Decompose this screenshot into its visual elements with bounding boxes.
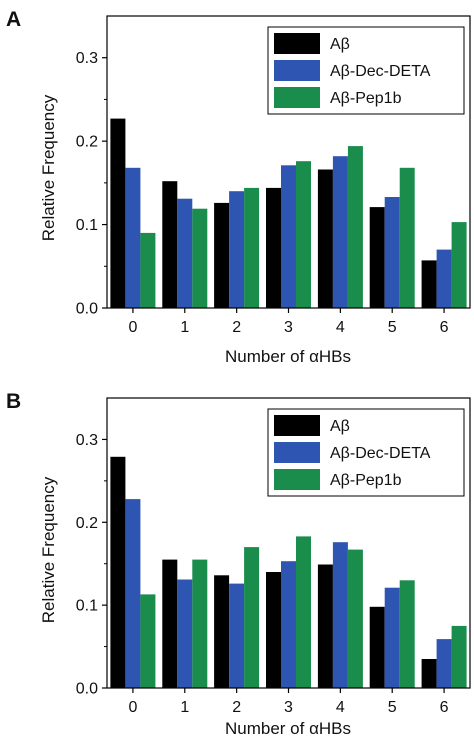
panel-a-bar-s0-c5: [369, 207, 385, 308]
panel-b-bar-s0-c6: [421, 659, 437, 688]
panel-a-y-tick-label-1: 0.1: [76, 217, 98, 234]
panel-a-x-tick-label-1: 1: [180, 319, 189, 336]
panel-b-plot: 0.0 0.1 0.2 0.3 0 1 2 3 4 5 6 Aβ Aβ-Dec-DETA Aβ-Pep1b: [76, 397, 471, 716]
panel-b-x-tick-label-0: 0: [128, 699, 137, 716]
panel-a-bar-s0-c4: [317, 169, 333, 308]
panel-a-bar-s1-c4: [332, 156, 348, 308]
panel-a-bar-s1-c3: [281, 165, 296, 308]
panel-a: A Relative Frequency Number of αHBs 0.00…: [6, 8, 471, 366]
panel-a-legend-label-0: Aβ: [330, 36, 350, 53]
panel-a-bar-s1-c1: [177, 198, 193, 308]
panel-a-x-tick-label-2: 2: [232, 319, 241, 336]
panel-b-legend-label-1: Aβ-Dec-DETA: [330, 445, 431, 462]
panel-b: B Relative Frequency Number of αHBs 0.00…: [6, 390, 471, 738]
panel-a-bar-s2-c6: [451, 222, 467, 308]
panel-b-legend-swatch-0: [274, 415, 320, 436]
panel-b-legend-swatch-2: [274, 469, 320, 490]
panel-b-x-tick-label-3: 3: [284, 699, 293, 716]
panel-a-x-tick-label-5: 5: [388, 319, 397, 336]
panel-b-bar-s1-c0: [125, 499, 141, 688]
panel-a-y-tick-label-2: 0.2: [76, 134, 98, 151]
panel-a-bar-s2-c1: [192, 208, 208, 308]
panel-b-bar-s0-c5: [369, 606, 385, 688]
panel-b-bar-s0-c3: [266, 572, 281, 688]
panel-b-bar-s2-c5: [399, 580, 415, 688]
panel-a-bar-s0-c6: [421, 260, 437, 308]
panel-a-x-tick-label-3: 3: [284, 319, 293, 336]
panel-b-y-axis-title: Relative Frequency: [39, 476, 58, 623]
panel-b-x-tick-label-1: 1: [180, 699, 189, 716]
panel-a-bar-s2-c4: [347, 146, 363, 308]
panel-b-bar-s1-c6: [436, 639, 452, 688]
panel-b-bar-s0-c4: [317, 564, 333, 688]
panel-b-letter: B: [6, 390, 21, 413]
panel-a-y-tick-label-0: 0.0: [76, 301, 98, 318]
panel-a-legend-label-2: Aβ-Pep1b: [330, 90, 402, 107]
panel-b-bar-s0-c2: [214, 575, 230, 688]
panel-a-legend-label-1: Aβ-Dec-DETA: [330, 63, 431, 80]
panel-a-bar-s1-c2: [229, 191, 245, 308]
panel-a-x-axis-title: Number of αHBs: [225, 347, 351, 366]
panel-b-y-tick-label-3: 0.3: [76, 432, 98, 449]
panel-b-legend-swatch-1: [274, 442, 320, 463]
panel-b-x-axis-title: Number of αHBs: [225, 719, 351, 738]
panel-b-y-tick-label-2: 0.2: [76, 515, 98, 532]
panel-b-bar-s1-c3: [281, 561, 296, 688]
panel-a-bar-s1-c6: [436, 249, 452, 308]
panel-a-x-tick-label-6: 6: [440, 319, 449, 336]
panel-a-bar-s2-c3: [296, 161, 311, 308]
panel-a-bar-s0-c0: [110, 118, 126, 308]
panel-a-legend-swatch-0: [274, 33, 320, 54]
panel-b-bar-s2-c0: [140, 594, 156, 688]
panel-b-x-tick-label-6: 6: [440, 699, 449, 716]
panel-b-bar-s2-c6: [451, 625, 467, 688]
panel-b-bar-s1-c1: [177, 579, 193, 688]
panel-b-bar-s0-c0: [110, 456, 126, 688]
panel-b-x-tick-label-4: 4: [336, 699, 345, 716]
panel-a-plot: 0.0 0.1 0.2 0.3 0 1 2 3 4 5 6 Aβ Aβ-Dec-DETA Aβ-Pep1b: [76, 15, 471, 336]
panel-b-bar-s0-c1: [162, 559, 178, 688]
panel-a-bar-s2-c5: [399, 167, 415, 308]
panel-a-bar-s1-c5: [384, 197, 400, 308]
panel-b-y-tick-label-0: 0.0: [76, 681, 98, 698]
panel-b-bar-s2-c3: [296, 536, 311, 688]
panel-b-bar-s1-c4: [332, 542, 348, 688]
panel-a-x-tick-label-0: 0: [128, 319, 137, 336]
panel-b-y-tick-label-1: 0.1: [76, 598, 98, 615]
panel-a-bar-s2-c0: [140, 232, 156, 308]
panel-b-bar-s2-c4: [347, 549, 363, 688]
panel-a-legend-swatch-1: [274, 60, 320, 81]
panel-a-bar-s1-c0: [125, 167, 141, 308]
panel-a-bar-s0-c1: [162, 181, 178, 308]
panel-b-bar-s2-c1: [192, 559, 208, 688]
panel-a-letter: A: [6, 8, 21, 31]
panel-a-y-tick-label-3: 0.3: [76, 50, 98, 67]
panel-a-x-tick-label-4: 4: [336, 319, 345, 336]
panel-a-bar-s0-c2: [214, 202, 230, 308]
panel-b-legend-label-2: Aβ-Pep1b: [330, 472, 402, 489]
panel-b-bar-s2-c2: [244, 547, 260, 688]
panel-b-x-tick-label-2: 2: [232, 699, 241, 716]
panel-b-bar-s1-c2: [229, 583, 245, 688]
panel-a-bar-s2-c2: [244, 187, 260, 308]
panel-b-bar-s1-c5: [384, 587, 400, 688]
panel-b-legend-label-0: Aβ: [330, 418, 350, 435]
panel-a-bar-s0-c3: [266, 187, 281, 308]
panel-b-x-tick-label-5: 5: [388, 699, 397, 716]
panel-a-legend-swatch-2: [274, 87, 320, 108]
panel-a-y-axis-title: Relative Frequency: [39, 94, 58, 241]
